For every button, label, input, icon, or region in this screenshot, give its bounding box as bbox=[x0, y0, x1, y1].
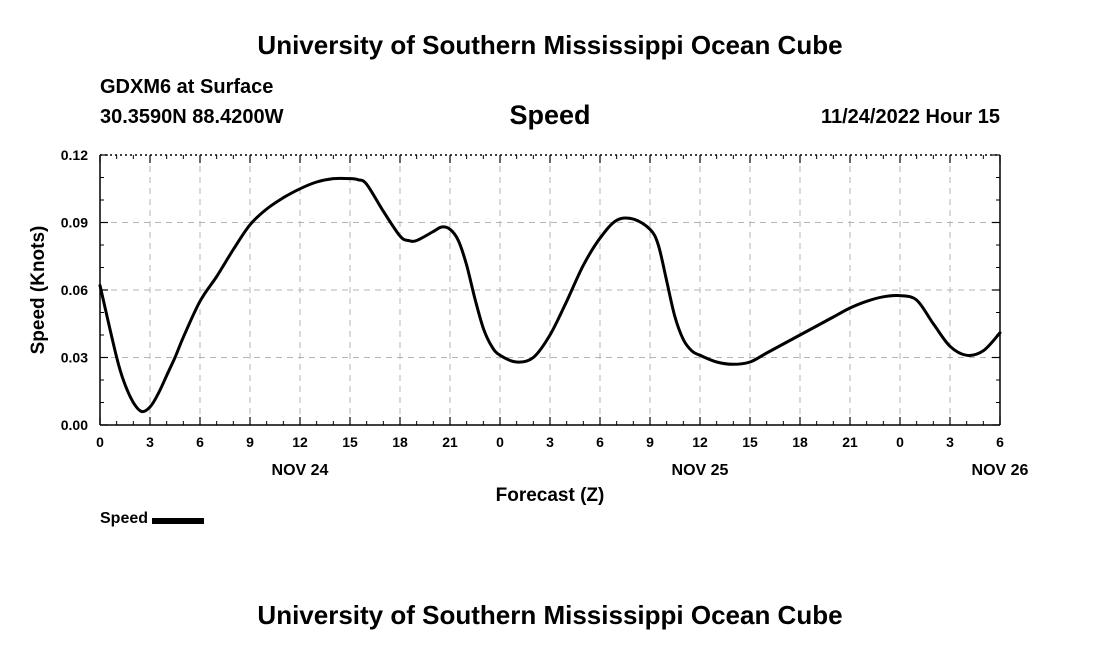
date-label: NOV 25 bbox=[672, 462, 729, 479]
y-tick-label: 0.00 bbox=[61, 417, 88, 433]
valid-time-label: 11/24/2022 Hour 15 bbox=[820, 106, 1000, 128]
x-tick-label: 3 bbox=[546, 434, 554, 450]
x-tick-label: 21 bbox=[442, 434, 458, 450]
x-tick-label: 12 bbox=[692, 434, 708, 450]
x-axis-label: Forecast (Z) bbox=[496, 485, 605, 506]
page-title: University of Southern Mississippi Ocean… bbox=[257, 30, 843, 60]
x-tick-label: 0 bbox=[896, 434, 904, 450]
y-axis-label: Speed (Knots) bbox=[28, 226, 49, 355]
x-tick-label: 3 bbox=[946, 434, 954, 450]
x-tick-label: 15 bbox=[342, 434, 358, 450]
y-tick-label: 0.06 bbox=[61, 282, 88, 298]
x-tick-label: 15 bbox=[742, 434, 758, 450]
y-tick-label: 0.03 bbox=[61, 350, 88, 366]
legend: Speed bbox=[100, 510, 205, 528]
variable-title: Speed bbox=[509, 100, 591, 130]
series-group bbox=[98, 176, 1002, 414]
x-tick-label: 18 bbox=[392, 434, 408, 450]
grid-lines bbox=[100, 155, 1000, 425]
axis-labels: 0 3 6 9 12 15 18 21 0 3 6 9 12 15 18 21 0 3 6 0.00 0.03 0.06 0… bbox=[28, 147, 1029, 506]
x-tick-label: 21 bbox=[842, 434, 858, 450]
legend-swatch bbox=[152, 518, 205, 524]
x-tick-label: 6 bbox=[596, 434, 604, 450]
x-tick-label: 0 bbox=[96, 434, 104, 450]
coordinates-label: 30.3590N 88.4200W bbox=[100, 106, 284, 128]
x-tick-label: 18 bbox=[792, 434, 808, 450]
x-tick-label: 9 bbox=[246, 434, 254, 450]
x-tick-label: 9 bbox=[646, 434, 654, 450]
legend-label: Speed bbox=[100, 510, 149, 527]
x-tick-label: 6 bbox=[996, 434, 1004, 450]
date-label: NOV 26 bbox=[972, 462, 1029, 479]
x-tick-label: 6 bbox=[196, 434, 204, 450]
x-tick-label: 3 bbox=[146, 434, 154, 450]
x-tick-label: 12 bbox=[292, 434, 308, 450]
y-tick-label: 0.09 bbox=[61, 215, 88, 231]
date-label: NOV 24 bbox=[272, 462, 329, 479]
footer-title: University of Southern Mississippi Ocean… bbox=[257, 600, 843, 630]
station-label: GDXM6 at Surface bbox=[100, 76, 274, 98]
series-line-speed bbox=[98, 176, 1002, 414]
y-tick-label: 0.12 bbox=[61, 147, 88, 163]
x-tick-label: 0 bbox=[496, 434, 504, 450]
